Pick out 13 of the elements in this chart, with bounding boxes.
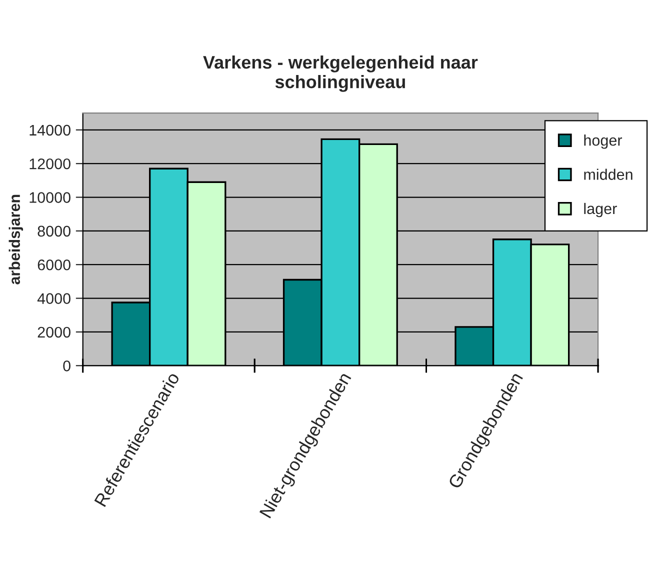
y-tick-label: 14000: [30, 124, 70, 136]
y-tick-label: 8000: [38, 226, 70, 237]
chart-title: Varkens - werkgelegenheid naar scholingniveau: [203, 55, 478, 92]
y-tick-label: 6000: [38, 259, 70, 270]
legend-label: hoger: [584, 134, 622, 149]
y-tick-label: 4000: [37, 293, 70, 304]
y-tick-label: 0: [63, 360, 70, 372]
y-tick-label: 10000: [30, 192, 70, 203]
legend-label: lager: [584, 202, 617, 218]
y-tick-label: 12000: [30, 158, 70, 170]
legend-label: midden: [584, 168, 632, 180]
y-axis-title: arbeidsjaren: [8, 194, 24, 284]
y-tick-label: 2000: [38, 326, 70, 338]
